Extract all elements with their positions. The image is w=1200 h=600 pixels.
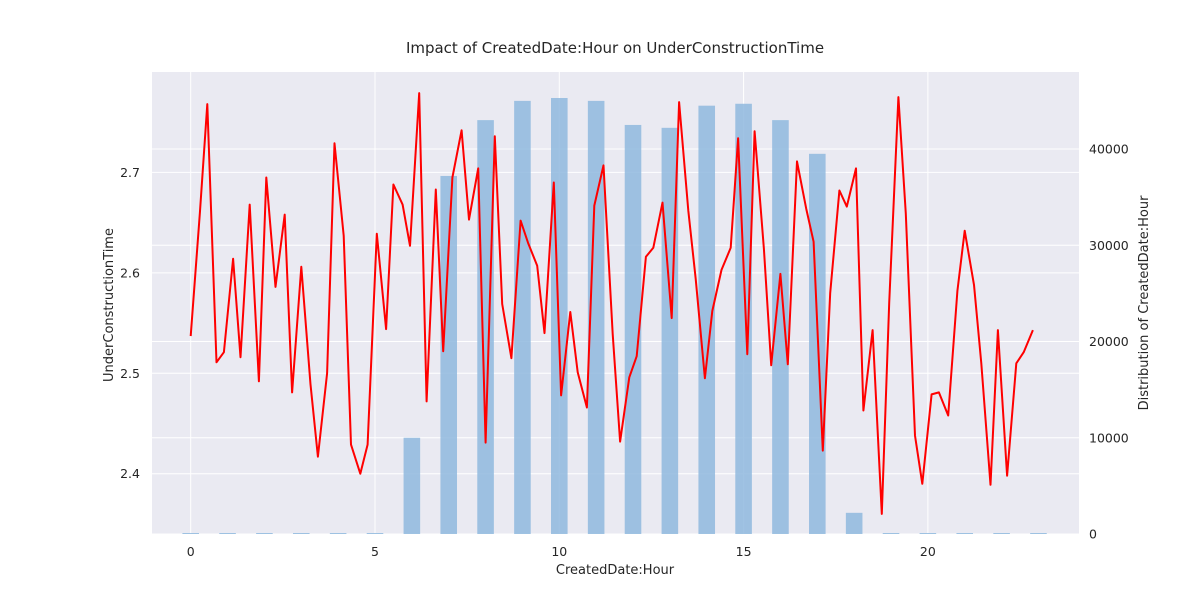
histogram-bar xyxy=(956,533,974,534)
y-tick-label: 2.4 xyxy=(120,466,140,481)
chart-title: Impact of CreatedDate:Hour on UnderConst… xyxy=(406,39,824,57)
histogram-bar xyxy=(993,533,1010,534)
line-series xyxy=(189,92,1034,515)
histogram-bar xyxy=(440,175,458,534)
x-tick-label: 20 xyxy=(920,544,936,559)
y2-tick-label: 30000 xyxy=(1089,238,1129,253)
histogram-bar xyxy=(514,100,531,534)
histogram-bar xyxy=(735,103,752,534)
histogram-bar xyxy=(292,533,310,534)
histogram-bar xyxy=(1030,533,1047,534)
x-axis-label: CreatedDate:Hour xyxy=(556,563,675,578)
y2-tick-label: 10000 xyxy=(1089,430,1129,445)
histogram-bar xyxy=(624,124,642,534)
y-tick-label: 2.6 xyxy=(120,265,140,280)
x-tick-label: 0 xyxy=(187,544,195,559)
histogram-bar xyxy=(882,533,900,534)
y2-axis-label: Distribution of CreatedDate:Hour xyxy=(1137,195,1152,411)
y-axis-ticks: 2.4 2.5 2.6 2.7 xyxy=(120,165,140,481)
y2-tick-label: 40000 xyxy=(1089,142,1129,157)
y2-axis-ticks: 0 10000 20000 30000 40000 xyxy=(1089,142,1129,542)
y-tick-label: 2.7 xyxy=(120,165,140,180)
histogram-bar xyxy=(587,100,605,534)
histogram-bar xyxy=(403,437,421,534)
x-axis-ticks: 0 5 10 15 20 xyxy=(187,544,936,559)
y2-tick-label: 20000 xyxy=(1089,334,1129,349)
plot-area xyxy=(152,72,1079,534)
series-line xyxy=(189,92,1034,515)
histogram-bar xyxy=(256,533,273,534)
y-axis-label: UnderConstructionTime xyxy=(102,228,117,382)
x-tick-label: 5 xyxy=(371,544,379,559)
histogram-bar xyxy=(698,105,716,534)
histogram-bar xyxy=(182,533,199,534)
histogram-bar xyxy=(477,120,494,534)
histogram-bar xyxy=(366,533,384,534)
y-tick-label: 2.5 xyxy=(120,366,140,381)
x-tick-label: 15 xyxy=(736,544,752,559)
histogram-bar xyxy=(772,120,789,534)
histogram-bar xyxy=(219,533,236,534)
histogram-bar xyxy=(845,512,863,534)
y2-tick-label: 0 xyxy=(1089,527,1097,542)
histogram-bar xyxy=(919,533,937,534)
x-tick-label: 10 xyxy=(551,544,567,559)
histogram-bar xyxy=(329,533,347,534)
